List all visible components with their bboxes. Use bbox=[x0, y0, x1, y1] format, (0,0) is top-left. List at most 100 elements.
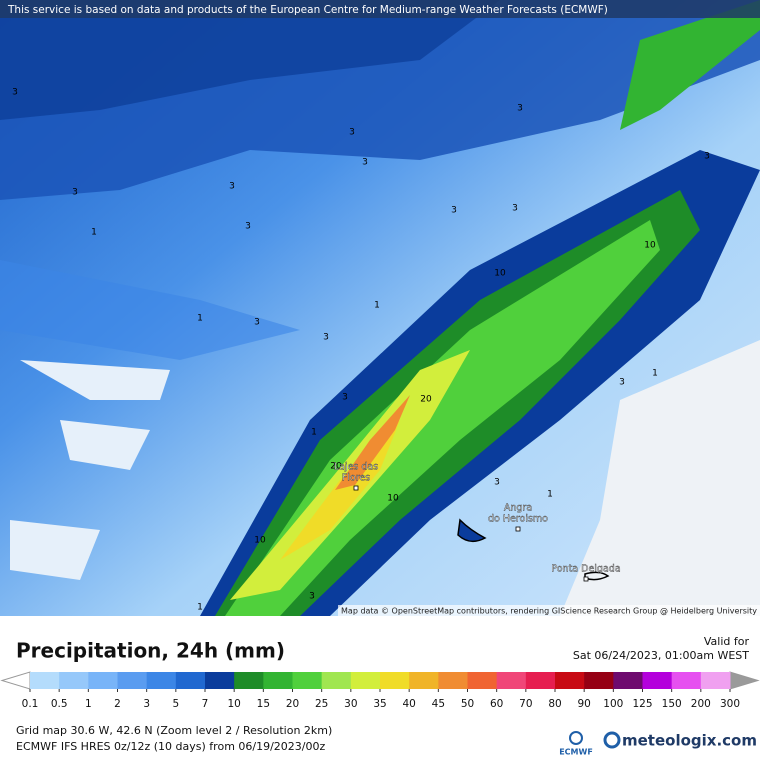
colorbar-label: 30 bbox=[344, 698, 357, 710]
colorbar-swatch bbox=[146, 672, 177, 689]
contour-label: 1 bbox=[197, 314, 203, 324]
island bbox=[457, 518, 487, 543]
colorbar-label: 100 bbox=[603, 698, 623, 710]
place-label: Lajes das bbox=[334, 462, 378, 473]
contour-label: 1 bbox=[374, 301, 380, 311]
colorbar-label: 15 bbox=[257, 698, 270, 710]
colorbar-label: 7 bbox=[202, 698, 209, 710]
contour-label: 3 bbox=[245, 222, 251, 232]
colorbar-label: 200 bbox=[691, 698, 711, 710]
contour-label: 3 bbox=[349, 128, 355, 138]
contour-label: 3 bbox=[619, 378, 625, 388]
rain-area bbox=[335, 395, 410, 490]
contour-label: 3 bbox=[342, 393, 348, 403]
valid-label: Valid for bbox=[704, 635, 750, 648]
colorbar-label: 60 bbox=[490, 698, 503, 710]
attribution-bg bbox=[338, 605, 760, 616]
colorbar-swatch bbox=[613, 672, 643, 689]
contour-label: 1 bbox=[652, 369, 658, 379]
island bbox=[584, 571, 610, 581]
place-marker bbox=[583, 576, 589, 582]
contour-label: 3 bbox=[512, 204, 518, 214]
place-label: Angra bbox=[504, 503, 532, 514]
dry-area bbox=[560, 340, 760, 616]
ecmwf-logo: ECMWF bbox=[559, 748, 593, 757]
colorbar-swatch bbox=[467, 672, 498, 689]
contour-label: 3 bbox=[704, 152, 710, 162]
colorbar-swatch bbox=[205, 672, 235, 689]
footer-line: ECMWF IFS HRES 0z/12z (10 days) from 06/… bbox=[16, 740, 326, 753]
colorbar-label: 3 bbox=[143, 698, 150, 710]
place-marker bbox=[353, 485, 359, 491]
colorbar-label: 40 bbox=[402, 698, 415, 710]
colorbar-label: 150 bbox=[662, 698, 682, 710]
colorbar-swatch bbox=[350, 672, 381, 689]
map-labels: 3 3 3 3 3 1 3 3 3 3 1 3 3 10 10 1 3 1 3 20 1 20 10 3 1 10 3 1 3 Lajes… bbox=[12, 88, 710, 613]
contour-label: 3 bbox=[72, 188, 78, 198]
contour-label: 3 bbox=[323, 333, 329, 343]
colorbar-label: 0.1 bbox=[22, 698, 39, 710]
contour-label: 3 bbox=[517, 104, 523, 114]
colorbar-label: 25 bbox=[315, 698, 328, 710]
rain-area bbox=[620, 0, 760, 130]
contour-label: 3 bbox=[362, 158, 368, 168]
colorbar-swatch bbox=[525, 672, 556, 689]
rain-area bbox=[0, 0, 500, 120]
colorbar-label: 2 bbox=[114, 698, 121, 710]
colorbar-label: 45 bbox=[432, 698, 445, 710]
colorbar-swatch bbox=[584, 672, 614, 689]
colorbar-label: 125 bbox=[632, 698, 652, 710]
contour-label: 10 bbox=[494, 269, 506, 279]
legend-title: Precipitation, 24h (mm) bbox=[16, 639, 285, 663]
colorbar-label: 20 bbox=[286, 698, 299, 710]
colorbar-swatch bbox=[175, 672, 206, 689]
colorbar-swatch bbox=[409, 672, 439, 689]
colorbar-swatch bbox=[496, 672, 527, 689]
place-label: Ponta Delgada bbox=[551, 564, 620, 575]
colorbar-swatch bbox=[642, 672, 673, 689]
colorbar-swatch bbox=[292, 672, 323, 689]
contour-label: 3 bbox=[494, 478, 500, 488]
contour-label: 3 bbox=[309, 592, 315, 602]
contour-label: 20 bbox=[420, 395, 432, 405]
contour-label: 1 bbox=[197, 603, 203, 613]
rain-area bbox=[0, 260, 300, 360]
footer-line: Grid map 30.6 W, 42.6 N (Zoom level 2 / … bbox=[16, 724, 332, 737]
colorbar-swatch bbox=[59, 672, 89, 689]
colorbar-swatch bbox=[88, 672, 118, 689]
colorbar-label: 10 bbox=[227, 698, 240, 710]
contour-label: 20 bbox=[330, 462, 342, 472]
colorbar-swatch bbox=[700, 672, 731, 689]
colorbar-swatch bbox=[117, 672, 148, 689]
attribution: Map data © OpenStreetMap contributors, r… bbox=[341, 607, 757, 616]
colorbar-swatch bbox=[30, 672, 60, 689]
colorbar-label: 5 bbox=[172, 698, 179, 710]
contour-label: 1 bbox=[547, 490, 553, 500]
colorbar-swatch bbox=[263, 672, 293, 689]
map: This service is based on data and produc… bbox=[0, 0, 760, 616]
colorbar-label: 90 bbox=[577, 698, 590, 710]
place-label: Flores bbox=[342, 473, 370, 484]
colorbar-swatch bbox=[555, 672, 585, 689]
valid-time: Sat 06/24/2023, 01:00am WEST bbox=[573, 649, 749, 662]
colorbar-label: 70 bbox=[519, 698, 532, 710]
colorbar-label: 0.5 bbox=[51, 698, 68, 710]
contour-label: 1 bbox=[311, 428, 317, 438]
banner-bg bbox=[0, 0, 760, 18]
colorbar-label: 300 bbox=[720, 698, 740, 710]
brand-icon bbox=[603, 731, 621, 749]
contour-label: 10 bbox=[644, 241, 656, 251]
contour-label: 3 bbox=[229, 182, 235, 192]
colorbar-label: 50 bbox=[461, 698, 474, 710]
colorbar-swatch bbox=[380, 672, 410, 689]
colorbar-label: 80 bbox=[548, 698, 561, 710]
contour-label: 3 bbox=[12, 88, 18, 98]
place-marker bbox=[515, 526, 521, 532]
colorbar-label: 1 bbox=[85, 698, 92, 710]
colorbar: 0.1 0.5 1 2 3 5 7 10 15 20 25 30 35 40 45 50 60 70 80 90 100… bbox=[0, 671, 760, 710]
colorbar-swatch bbox=[671, 672, 702, 689]
colorbar-swatch bbox=[438, 672, 468, 689]
contour-label: 3 bbox=[254, 318, 260, 328]
contour-label: 3 bbox=[451, 206, 457, 216]
